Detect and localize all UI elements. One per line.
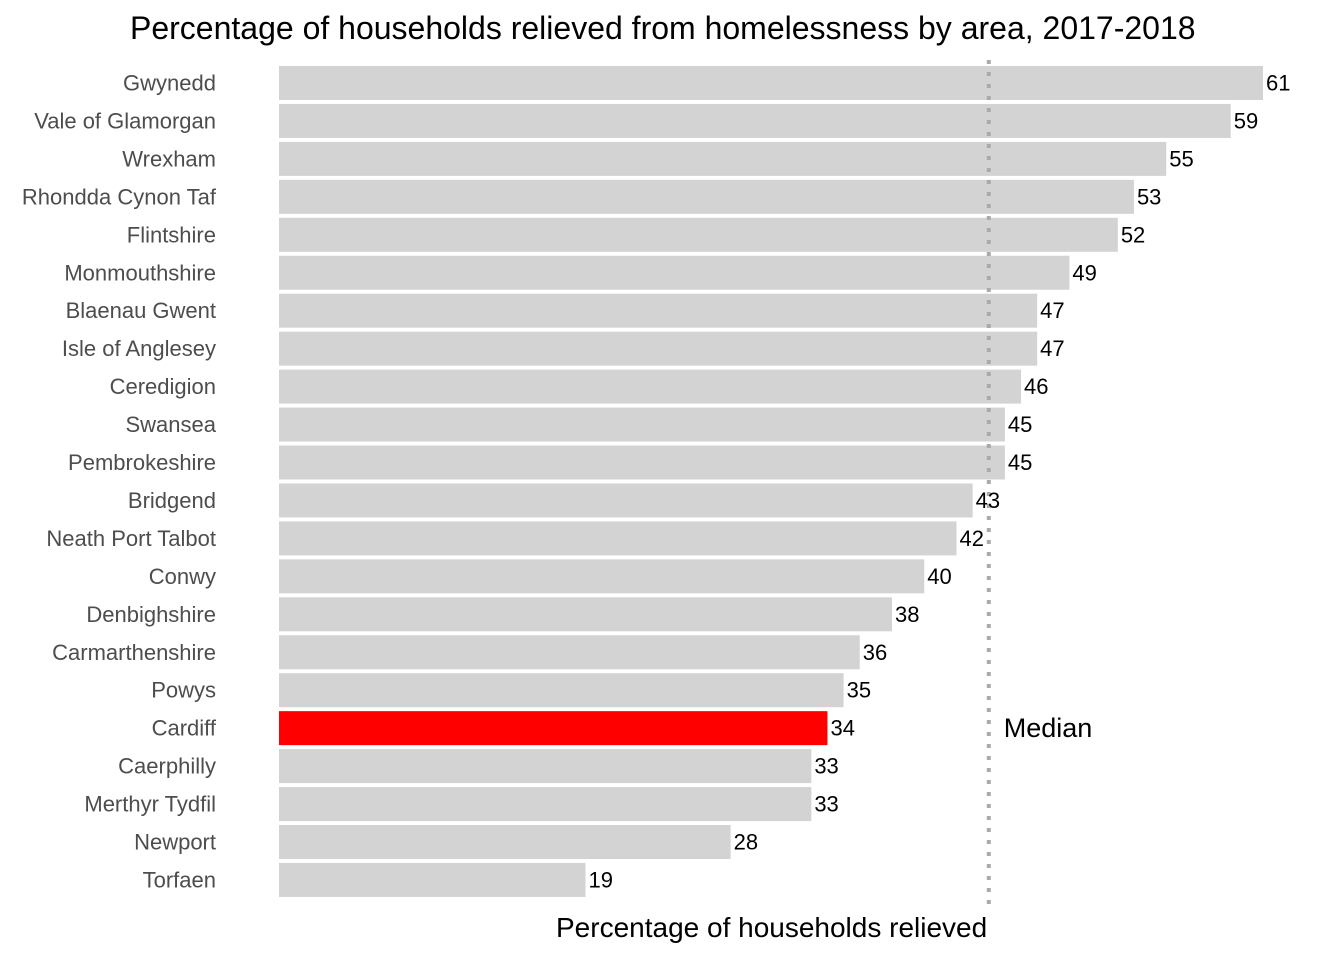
category-label: Monmouthshire [64, 260, 216, 285]
value-label: 33 [814, 792, 838, 817]
category-label: Carmarthenshire [52, 640, 216, 665]
value-label: 33 [814, 754, 838, 779]
value-label: 47 [1040, 336, 1064, 361]
category-label: Conwy [149, 564, 216, 589]
category-label: Merthyr Tydfil [84, 792, 216, 817]
value-label: 38 [895, 602, 919, 627]
bar [279, 179, 1134, 214]
category-label: Newport [134, 830, 216, 855]
value-label: 42 [960, 526, 984, 551]
category-label: Vale of Glamorgan [34, 108, 216, 133]
value-label: 19 [588, 867, 612, 892]
bar [279, 66, 1263, 100]
value-label: 52 [1121, 222, 1145, 247]
chart-title: Percentage of households relieved from h… [130, 10, 1196, 46]
x-axis-label: Percentage of households relieved [556, 912, 988, 943]
value-label: 59 [1234, 108, 1258, 133]
value-label: 28 [734, 830, 758, 855]
bar [279, 217, 1118, 252]
bar [279, 483, 973, 518]
bar [279, 787, 812, 822]
value-label: 45 [1008, 412, 1032, 437]
bar [279, 255, 1070, 290]
bar [279, 862, 586, 897]
bar [279, 635, 860, 670]
category-label: Denbighshire [86, 602, 216, 627]
value-label: 47 [1040, 298, 1064, 323]
value-label: 49 [1072, 260, 1096, 285]
category-label: Blaenau Gwent [66, 298, 216, 323]
value-label: 34 [830, 716, 854, 741]
category-label: Wrexham [122, 146, 216, 171]
value-label: 35 [847, 678, 871, 703]
bar [279, 711, 828, 746]
category-label: Bridgend [128, 488, 216, 513]
bar [279, 293, 1038, 328]
bar [279, 673, 844, 708]
category-label: Rhondda Cynon Taf [22, 184, 217, 209]
bar [279, 369, 1022, 404]
category-label: Swansea [125, 412, 216, 437]
category-label: Torfaen [143, 867, 216, 892]
category-label: Powys [151, 678, 216, 703]
bar [279, 331, 1038, 366]
bar [279, 597, 892, 632]
value-label: 61 [1266, 71, 1290, 96]
value-label: 40 [927, 564, 951, 589]
category-label: Cardiff [152, 716, 217, 741]
value-label: 55 [1169, 146, 1193, 171]
bar [279, 521, 957, 556]
median-label: Median [1004, 713, 1093, 743]
category-label: Caerphilly [118, 754, 216, 779]
bar [279, 407, 1005, 442]
bar [279, 141, 1167, 176]
category-label: Pembrokeshire [68, 450, 216, 475]
value-label: 46 [1024, 374, 1048, 399]
bar [279, 749, 812, 784]
bar [279, 825, 731, 859]
bar [279, 445, 1005, 480]
value-label: 45 [1008, 450, 1032, 475]
category-label: Isle of Anglesey [62, 336, 216, 361]
bar [279, 559, 925, 594]
category-label: Gwynedd [123, 71, 216, 96]
category-label: Neath Port Talbot [46, 526, 216, 551]
value-label: 43 [976, 488, 1000, 513]
bar [279, 103, 1231, 138]
category-label: Ceredigion [110, 374, 216, 399]
category-label: Flintshire [127, 222, 216, 247]
value-label: 36 [863, 640, 887, 665]
value-label: 53 [1137, 184, 1161, 209]
